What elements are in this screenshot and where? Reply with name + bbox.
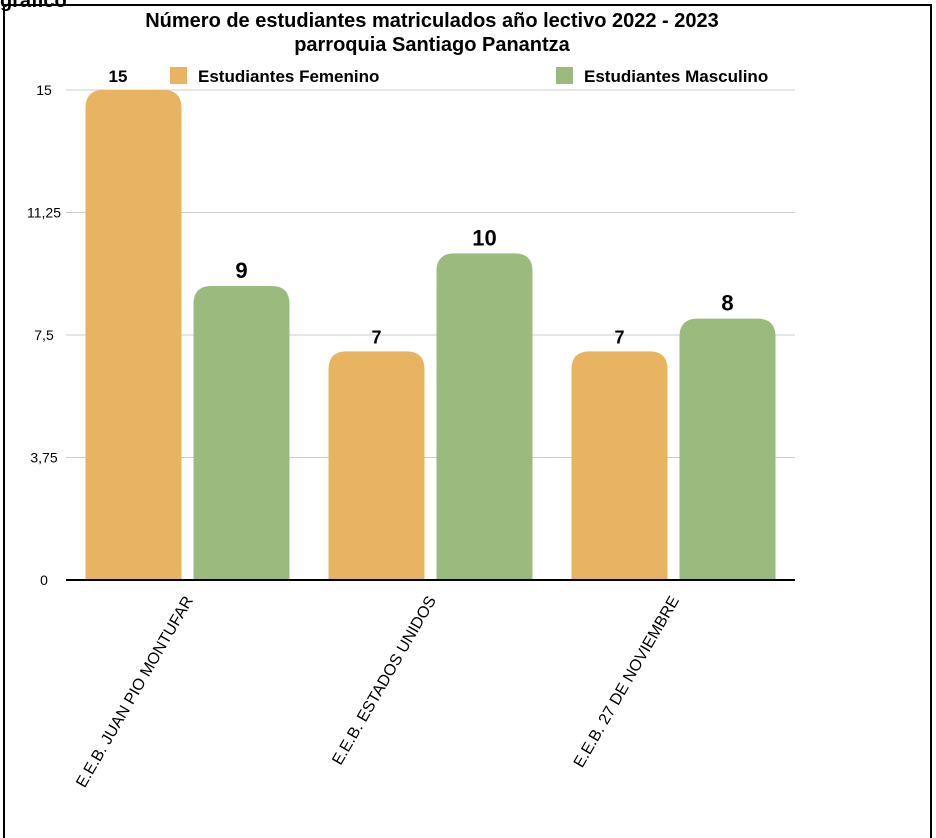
y-tick-label: 15 [36,82,52,98]
chart-title: Número de estudiantes matriculados año l… [145,10,719,32]
bars [85,90,776,581]
gridlines [66,89,795,458]
data-label: 8 [721,291,733,316]
legend: Estudiantes Femenino Estudiantes Masculi… [170,67,768,86]
bar-femenino [85,90,182,580]
bar-femenino [328,351,425,580]
data-labels: 15 9 7 10 7 8 [109,67,734,347]
legend-swatch-masculino [556,67,573,84]
y-tick-label: 7,5 [34,327,54,343]
y-tick-label: 0 [40,572,48,588]
legend-swatch-femenino [170,67,187,84]
bar-masculino [436,253,533,581]
x-tick-label: E.E.B. 27 DE NOVIEMBRE [571,594,683,771]
data-label: 15 [109,67,128,86]
y-axis-ticks: 0 3,75 7,5 11,25 15 [27,82,61,588]
y-tick-label: 11,25 [27,205,61,221]
bar-masculino [193,286,290,580]
data-label: 7 [371,327,381,347]
x-tick-label: E.E.B. ESTADOS UNIDOS [329,594,440,769]
bar-femenino [571,351,668,580]
legend-label-femenino: Estudiantes Femenino [198,67,379,86]
data-label: 10 [472,225,496,250]
data-label: 7 [614,327,624,347]
chart-subtitle: parroquia Santiago Panantza [294,34,570,56]
legend-label-masculino: Estudiantes Masculino [584,67,768,86]
y-tick-label: 3,75 [30,450,57,466]
x-tick-label: E.E.B. JUAN PIO MONTUFAR [73,594,197,791]
x-axis-ticks: E.E.B. JUAN PIO MONTUFAR E.E.B. ESTADOS U… [73,594,683,791]
chart-frame [3,4,932,838]
bar-masculino [679,318,776,580]
data-label: 9 [235,258,247,283]
partial-heading: gráfico [0,0,67,12]
